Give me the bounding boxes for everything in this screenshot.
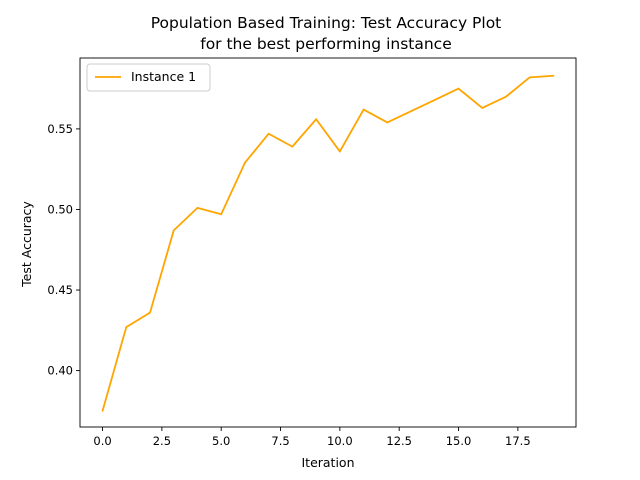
legend-box	[86, 63, 211, 92]
x-tick-label: 17.5	[505, 434, 531, 448]
data-point	[505, 95, 507, 98]
x-tick-label: 12.5	[386, 434, 412, 448]
legend-label: Instance 1	[131, 69, 196, 84]
data-point	[457, 87, 460, 90]
x-tick-label: 5.0	[212, 434, 230, 448]
plot-area	[79, 57, 577, 428]
data-point	[125, 326, 128, 328]
series-line-1	[101, 74, 554, 412]
y-tick-label: 0.45	[47, 283, 73, 297]
data-point	[481, 107, 484, 109]
data-point	[338, 150, 341, 153]
x-tick-label: 0.0	[93, 434, 111, 448]
data-point	[362, 108, 365, 111]
chart-title-line-1: Population Based Training: Test Accuracy…	[151, 14, 502, 32]
y-axis-label: Test Accuracy	[19, 201, 34, 288]
data-point	[315, 118, 318, 121]
data-point	[291, 145, 294, 148]
data-point	[528, 76, 531, 79]
data-point	[244, 161, 246, 164]
x-tick-label: 2.5	[153, 434, 171, 448]
plot-frame	[79, 57, 577, 428]
data-point	[267, 132, 270, 135]
x-axis-label: Iteration	[301, 455, 354, 470]
x-tick-label: 7.5	[271, 434, 289, 448]
data-point	[196, 206, 199, 209]
y-tick-label: 0.50	[47, 202, 73, 216]
chart-title-line-2: for the best performing instance	[200, 35, 452, 53]
data-point	[410, 110, 412, 113]
data-point	[552, 74, 555, 77]
y-axis: 0.40 0.45 0.50 0.55	[47, 122, 80, 378]
data-point	[149, 311, 151, 314]
data-point	[433, 99, 436, 101]
series-layer	[101, 74, 555, 412]
x-tick-label: 15.0	[446, 434, 472, 448]
data-point	[101, 409, 104, 412]
y-tick-label: 0.55	[47, 122, 73, 136]
x-axis: 0.0 2.5 5.0 7.5 10.0 12.5 15.0 17.5	[93, 427, 531, 448]
x-tick-label: 10.0	[327, 434, 353, 448]
data-point	[220, 213, 223, 216]
data-point	[172, 229, 175, 232]
data-point	[386, 121, 389, 124]
legend: Instance 1	[86, 63, 211, 92]
y-tick-label: 0.40	[47, 364, 73, 378]
